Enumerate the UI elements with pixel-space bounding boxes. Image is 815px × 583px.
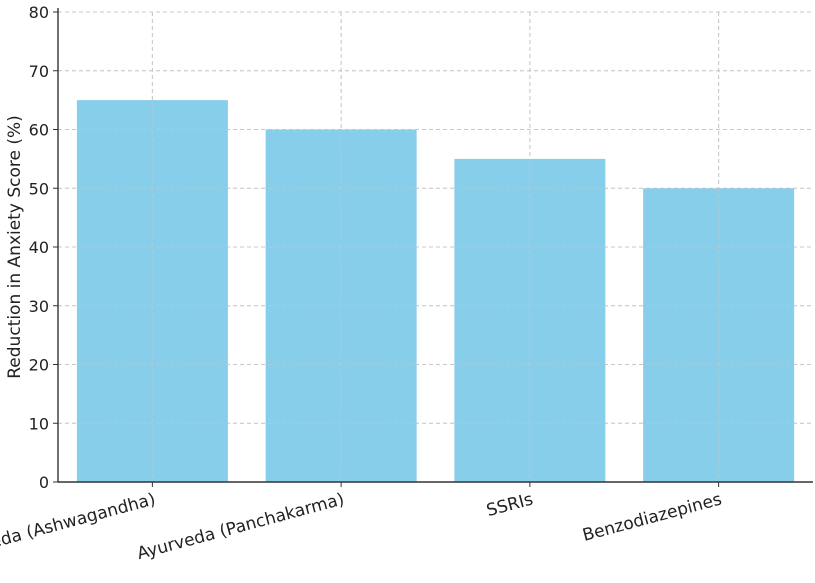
y-tick-label: 40 <box>29 238 49 257</box>
y-tick-label: 30 <box>29 297 49 316</box>
bar-layer <box>58 11 813 482</box>
x-tick-label: SSRIs <box>484 489 535 521</box>
y-tick-label: 80 <box>29 3 49 22</box>
y-tick-label: 70 <box>29 62 49 81</box>
y-tick-label: 20 <box>29 356 49 375</box>
y-tick-label: 0 <box>39 473 49 492</box>
x-tick-label: Ayurveda (Panchakarma) <box>135 490 346 565</box>
bar <box>76 100 228 482</box>
y-axis-title: Reduction in Anxiety Score (%) <box>5 115 25 379</box>
y-tick-label: 10 <box>29 414 49 433</box>
y-tick-label: 60 <box>29 121 49 140</box>
y-tick-label: 50 <box>29 179 49 198</box>
x-tick-label: Ayurveda (Ashwagandha) <box>0 490 158 566</box>
x-tick-label: Benzodiazepines <box>580 489 724 545</box>
axis-layer <box>53 8 813 487</box>
